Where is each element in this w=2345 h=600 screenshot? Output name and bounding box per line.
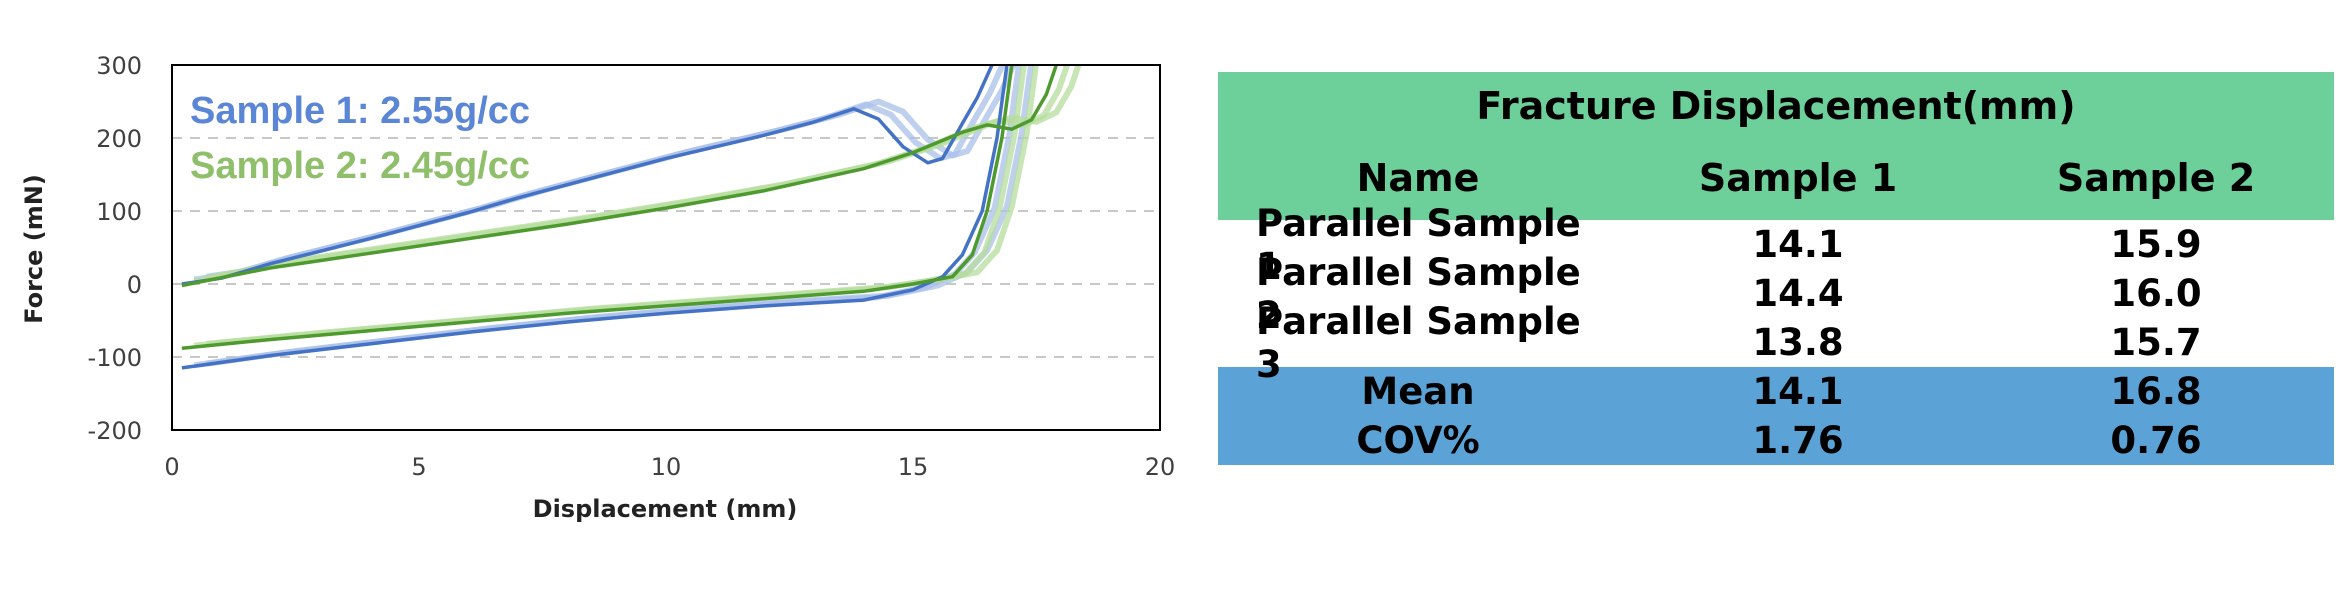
row-sample-2-value: 16.0 <box>2110 272 2202 315</box>
table-header-block: Fracture Displacement(mm) Name Sample 1 … <box>1218 72 2334 220</box>
header-name: Name <box>1356 156 1480 200</box>
table-summary-block: Mean 14.1 16.8 COV% 1.76 0.76 <box>1218 367 2334 465</box>
x-tick-label: 10 <box>651 453 682 481</box>
series-1-unloading-curve <box>181 65 1009 370</box>
y-tick-label: -100 <box>88 344 142 372</box>
y-axis-ticks: 300 200 100 0 -100 -200 <box>88 52 142 445</box>
y-tick-label: 200 <box>96 125 142 153</box>
summary-row-mean: Mean 14.1 16.8 <box>1218 367 2334 416</box>
fracture-displacement-table: Fracture Displacement(mm) Name Sample 1 … <box>1218 72 2334 465</box>
grid-lines <box>172 137 1160 358</box>
legend-sample-1: Sample 1: 2.55g/cc <box>190 90 530 132</box>
table-header-row: Name Sample 1 Sample 2 <box>1218 136 2334 220</box>
series-2-unloading-curve <box>181 65 1014 350</box>
y-tick-label: 0 <box>127 271 142 299</box>
series-2-loading-curve <box>181 65 1058 288</box>
row-name: Parallel Sample 1 <box>1256 201 1581 288</box>
chart-curves <box>181 65 1082 370</box>
y-tick-label: -200 <box>88 417 142 445</box>
x-tick-label: 0 <box>164 453 179 481</box>
summary-name: Mean <box>1361 370 1475 413</box>
row-name: Parallel Sample 2 <box>1256 250 1581 337</box>
summary-sample-1-value: 1.76 <box>1752 419 1844 462</box>
x-tick-label: 5 <box>411 453 426 481</box>
replicate-curve <box>206 65 1039 347</box>
x-axis-title: Displacement (mm) <box>533 495 798 523</box>
plot-frame <box>171 64 1161 431</box>
row-name: Parallel Sample 3 <box>1256 299 1581 386</box>
row-sample-2-value: 15.7 <box>2110 321 2202 364</box>
row-sample-1-value: 14.4 <box>1752 272 1844 315</box>
legend-sample-2: Sample 2: 2.45g/cc <box>190 145 530 187</box>
y-axis-title: Force (mN) <box>20 174 48 324</box>
summary-sample-1-value: 14.1 <box>1752 370 1844 413</box>
summary-name: COV% <box>1356 419 1480 462</box>
row-sample-1-value: 14.1 <box>1752 223 1844 266</box>
y-tick-label: 300 <box>96 52 142 80</box>
series-1-loading-curve <box>181 65 994 286</box>
summary-sample-2-value: 16.8 <box>2110 370 2202 413</box>
header-sample-2: Sample 2 <box>2056 156 2256 200</box>
table-row: Parallel Sample 2 14.4 16.0 <box>1218 251 2334 337</box>
y-tick-label: 100 <box>96 198 142 226</box>
row-sample-1-value: 13.8 <box>1752 321 1844 364</box>
table-row: Parallel Sample 3 13.8 15.7 <box>1218 300 2334 386</box>
force-displacement-chart: 300 200 100 0 -100 -200 0 5 10 15 20 Displacement… <box>20 52 1175 523</box>
header-sample-1: Sample 1 <box>1698 156 1898 200</box>
row-sample-2-value: 15.9 <box>2110 223 2202 266</box>
table-body: Parallel Sample 1 14.1 15.9 Parallel Sam… <box>1218 202 2334 386</box>
x-tick-label: 15 <box>898 453 929 481</box>
table-title: Fracture Displacement(mm) <box>1476 84 2076 128</box>
x-tick-label: 20 <box>1145 453 1176 481</box>
table-row: Parallel Sample 1 14.1 15.9 <box>1218 202 2334 288</box>
summary-sample-2-value: 0.76 <box>2110 419 2202 462</box>
summary-row-cov: COV% 1.76 0.76 <box>1218 416 2334 465</box>
x-axis-ticks: 0 5 10 15 20 <box>164 453 1175 481</box>
